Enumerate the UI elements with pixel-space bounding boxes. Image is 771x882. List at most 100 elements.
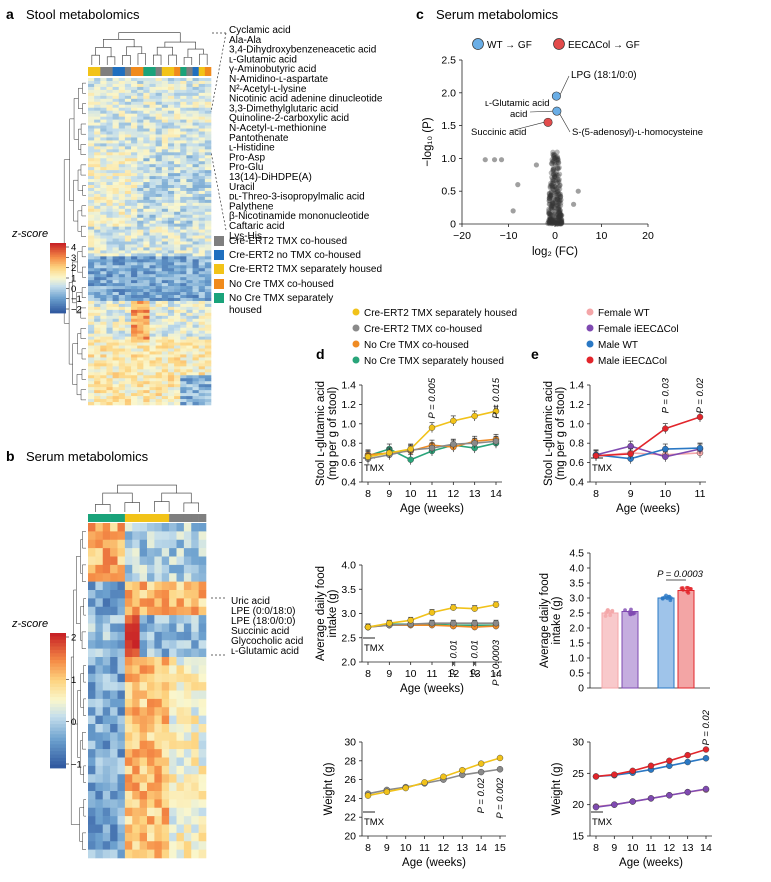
heatmap-cell (204, 167, 212, 171)
heatmap-cell (204, 339, 212, 343)
heatmap-cell (112, 357, 120, 361)
heatmap-cell (94, 134, 101, 138)
heatmap-cell (191, 606, 199, 616)
heatmap-cell (204, 161, 212, 165)
heatmap-cell (106, 378, 113, 382)
data-point (549, 204, 555, 211)
heatmap-cell (192, 250, 199, 254)
heatmap-cell (112, 262, 120, 266)
heatmap-cell (174, 333, 181, 337)
heatmap-cell (204, 354, 212, 358)
heatmap-cell (176, 615, 185, 624)
heatmap-cell (88, 523, 96, 532)
heatmap-cell (102, 573, 111, 582)
heatmap-cell (100, 164, 107, 168)
heatmap-cell (110, 523, 118, 532)
heatmap-cell (169, 556, 177, 566)
heatmap-cell (88, 253, 95, 257)
heatmap-cell (186, 131, 193, 135)
heatmap-cell (204, 140, 212, 144)
heatmap-cell (147, 799, 155, 809)
heatmap-cell (154, 715, 163, 725)
heatmap-cell (198, 232, 206, 236)
heatmap-cell (106, 137, 113, 141)
heatmap-cell (94, 256, 101, 260)
heatmap-cell (137, 78, 144, 82)
data-point (428, 620, 436, 627)
heatmap-cell (118, 155, 126, 159)
colorbar-segment (50, 656, 66, 661)
heatmap-cell (204, 208, 212, 213)
y-tick-label: 2.0 (441, 87, 456, 99)
heatmap-cell (174, 363, 181, 367)
data-point (555, 220, 561, 226)
heatmap-cell (186, 253, 193, 257)
heatmap-cell (174, 125, 181, 129)
heatmap-cell (112, 369, 120, 373)
heatmap-cell (124, 205, 132, 210)
dendrogram-branch (126, 46, 143, 56)
heatmap-cell (118, 372, 126, 376)
heatmap-cell (106, 399, 113, 403)
heatmap-cell (174, 193, 181, 198)
heatmap-cell (137, 146, 144, 150)
heatmap-cell (161, 348, 169, 352)
heatmap-cell (161, 220, 169, 224)
heatmap-cell (186, 348, 193, 352)
heatmap-cell (147, 807, 155, 817)
heatmap-cell (124, 623, 133, 633)
heatmap-cell (100, 125, 107, 129)
heatmap-cell (180, 104, 187, 109)
heatmap-cell (100, 83, 107, 88)
heatmap-cell (154, 791, 163, 800)
heatmap-cell (88, 202, 95, 207)
heatmap-cell (124, 140, 132, 144)
y-tick-label: 1.5 (441, 120, 456, 132)
heatmap-cell (118, 303, 126, 308)
heatmap-cell (131, 173, 138, 177)
heatmap-cell (204, 387, 212, 391)
heatmap-cell (124, 190, 132, 195)
heatmap-cell (100, 202, 107, 207)
heatmap-cell (198, 137, 206, 141)
colorbar-segment (50, 754, 66, 759)
data-point (547, 216, 553, 222)
heatmap-cell (88, 155, 95, 159)
heatmap-cell (137, 226, 144, 230)
heatmap-cell (149, 262, 156, 266)
heatmap-cell (149, 223, 156, 227)
heatmap-cell (131, 297, 138, 302)
heatmap-cell (198, 271, 206, 275)
heatmap-cell (161, 226, 169, 230)
heatmap-cell (186, 345, 193, 349)
heatmap-cell (161, 384, 169, 388)
data-point (549, 216, 555, 222)
heatmap-cell (198, 732, 207, 742)
heatmap-cell (94, 265, 101, 269)
heatmap-cell (102, 631, 111, 641)
heatmap-cell (94, 131, 101, 135)
heatmap-cell (183, 606, 192, 616)
heatmap-cell (118, 205, 126, 210)
heatmap-cell (88, 698, 96, 708)
heatmap-cell (143, 158, 150, 162)
heatmap-cell (149, 101, 156, 106)
heatmap-cell (174, 360, 181, 364)
heatmap-cell (198, 648, 207, 658)
heatmap-cell (176, 539, 185, 549)
heatmap-cell (131, 140, 138, 144)
heatmap-cell (137, 363, 144, 367)
heatmap-cell (143, 119, 150, 123)
heatmap-cell (106, 199, 113, 204)
heatmap-cell (149, 339, 156, 343)
heatmap-cell (102, 807, 111, 817)
heatmap-cell (118, 149, 126, 153)
heatmap-cell (167, 140, 175, 144)
heatmap-cell (139, 807, 148, 817)
heatmap-cell (167, 396, 175, 400)
heatmap-cell (167, 226, 175, 230)
heatmap-cell (161, 146, 169, 150)
heatmap-cell (186, 283, 193, 287)
heatmap-cell (149, 324, 156, 329)
